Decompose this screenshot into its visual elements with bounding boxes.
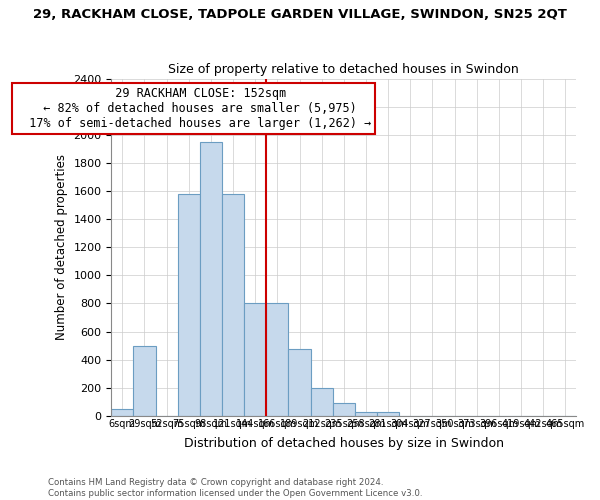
Bar: [244, 304, 266, 416]
X-axis label: Distribution of detached houses by size in Swindon: Distribution of detached houses by size …: [184, 437, 504, 450]
Bar: [289, 349, 311, 416]
Bar: [133, 346, 155, 416]
Title: Size of property relative to detached houses in Swindon: Size of property relative to detached ho…: [169, 63, 519, 76]
Text: Contains HM Land Registry data © Crown copyright and database right 2024.
Contai: Contains HM Land Registry data © Crown c…: [48, 478, 422, 498]
Bar: [311, 388, 333, 416]
Bar: [355, 412, 377, 416]
Bar: [377, 412, 399, 416]
Bar: [178, 194, 200, 416]
Text: 29, RACKHAM CLOSE, TADPOLE GARDEN VILLAGE, SWINDON, SN25 2QT: 29, RACKHAM CLOSE, TADPOLE GARDEN VILLAG…: [33, 8, 567, 20]
Bar: [266, 304, 289, 416]
Y-axis label: Number of detached properties: Number of detached properties: [55, 154, 68, 340]
Bar: [111, 409, 133, 416]
Bar: [200, 142, 222, 416]
Bar: [222, 194, 244, 416]
Bar: [333, 403, 355, 416]
Text: 29 RACKHAM CLOSE: 152sqm
  ← 82% of detached houses are smaller (5,975)
  17% of: 29 RACKHAM CLOSE: 152sqm ← 82% of detach…: [15, 87, 371, 130]
